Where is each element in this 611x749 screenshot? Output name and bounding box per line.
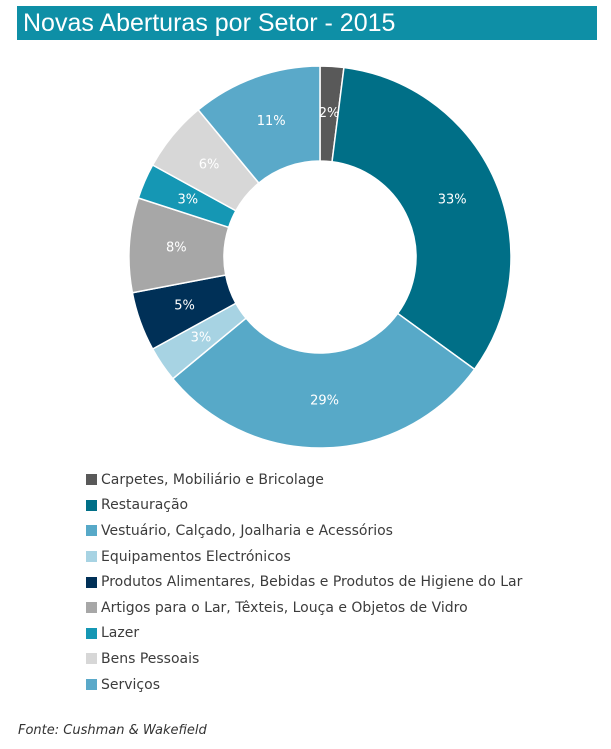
slice-data-label: 3%: [191, 330, 212, 345]
legend-label: Equipamentos Electrónicos: [101, 548, 291, 565]
donut-slice: [331, 66, 512, 371]
legend-swatch: [86, 551, 97, 563]
legend-label: Serviços: [101, 676, 160, 693]
legend-item: Restauração: [86, 493, 522, 519]
legend-swatch: [86, 653, 97, 665]
legend-label: Artigos para o Lar, Têxteis, Louça e Obj…: [101, 599, 468, 616]
slice-data-label: 2%: [319, 106, 340, 121]
legend-item: Vestuário, Calçado, Joalharia e Acessóri…: [86, 518, 522, 544]
source-note: Fonte: Cushman & Wakefield: [18, 723, 207, 738]
legend-swatch: [86, 525, 97, 537]
legend-item: Produtos Alimentares, Bebidas e Produtos…: [86, 569, 522, 595]
legend-item: Equipamentos Electrónicos: [86, 544, 522, 570]
legend-label: Vestuário, Calçado, Joalharia e Acessóri…: [101, 522, 393, 539]
legend-swatch: [86, 499, 97, 511]
legend-swatch: [86, 627, 97, 639]
title-bar: Novas Aberturas por Setor - 2015: [17, 6, 597, 40]
slice-data-label: 33%: [438, 192, 467, 207]
legend-label: Carpetes, Mobiliário e Bricolage: [101, 471, 324, 488]
slice-data-label: 6%: [199, 158, 220, 173]
legend-label: Bens Pessoais: [101, 650, 200, 667]
donut-slice: [171, 312, 476, 449]
slice-data-label: 5%: [174, 298, 195, 313]
legend-item: Lazer: [86, 621, 522, 647]
donut-slice: [197, 65, 321, 185]
legend-label: Lazer: [101, 625, 140, 642]
donut-chart: 2% 33% 29% 3% 5% 8% 3% 6% 11%: [128, 65, 512, 449]
slice-data-label: 3%: [178, 192, 199, 207]
legend-swatch: [86, 679, 97, 691]
slice-data-label: 8%: [166, 240, 187, 255]
legend: Carpetes, Mobiliário e Bricolage Restaura…: [86, 467, 522, 697]
legend-item: Artigos para o Lar, Têxteis, Louça e Obj…: [86, 595, 522, 621]
slice-data-label: 29%: [310, 393, 339, 408]
legend-swatch: [86, 602, 97, 614]
legend-swatch: [86, 474, 97, 486]
legend-item: Bens Pessoais: [86, 646, 522, 672]
legend-item: Serviços: [86, 672, 522, 698]
chart-title: Novas Aberturas por Setor - 2015: [23, 9, 396, 37]
legend-label: Produtos Alimentares, Bebidas e Produtos…: [101, 574, 523, 591]
legend-swatch: [86, 576, 97, 588]
slice-data-label: 11%: [257, 114, 286, 129]
legend-label: Restauração: [101, 497, 189, 514]
legend-item: Carpetes, Mobiliário e Bricolage: [86, 467, 522, 493]
